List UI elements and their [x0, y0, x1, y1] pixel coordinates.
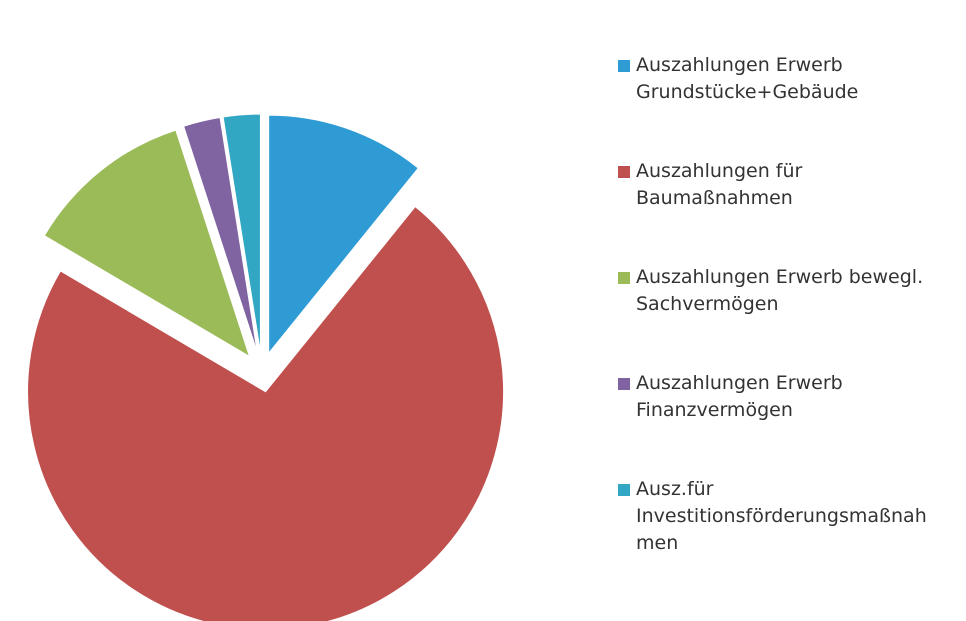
legend-label: Ausz.für Investitionsförderungsmaßnahmen [636, 478, 927, 554]
legend-item: Auszahlungen Erwerb Grundstücke+Gebäude [618, 52, 948, 158]
legend-swatch [618, 166, 630, 178]
legend-item: Ausz.für Investitionsförderungsmaßnahmen [618, 476, 948, 582]
legend: Auszahlungen Erwerb Grundstücke+Gebäude A… [618, 52, 948, 582]
legend-label: Auszahlungen Erwerb bewegl. Sachvermögen [636, 266, 924, 315]
legend-item: Auszahlungen für Baumaßnahmen [618, 158, 948, 264]
pie-slice [27, 205, 505, 621]
legend-label: Auszahlungen Erwerb Grundstücke+Gebäude [636, 54, 859, 103]
legend-swatch [618, 378, 630, 390]
legend-item: Auszahlungen Erwerb bewegl. Sachvermögen [618, 264, 948, 370]
pie-slice [183, 116, 258, 353]
pie-slice [43, 129, 251, 358]
legend-label: Auszahlungen für Baumaßnahmen [636, 160, 803, 209]
pie-slice [222, 113, 261, 353]
pie-slice [268, 114, 420, 355]
pie-area [27, 113, 505, 621]
legend-swatch [618, 60, 630, 72]
legend-label: Auszahlungen Erwerb Finanzvermögen [636, 372, 843, 421]
legend-item: Auszahlungen Erwerb Finanzvermögen [618, 370, 948, 476]
legend-swatch [618, 272, 630, 284]
legend-swatch [618, 484, 630, 496]
